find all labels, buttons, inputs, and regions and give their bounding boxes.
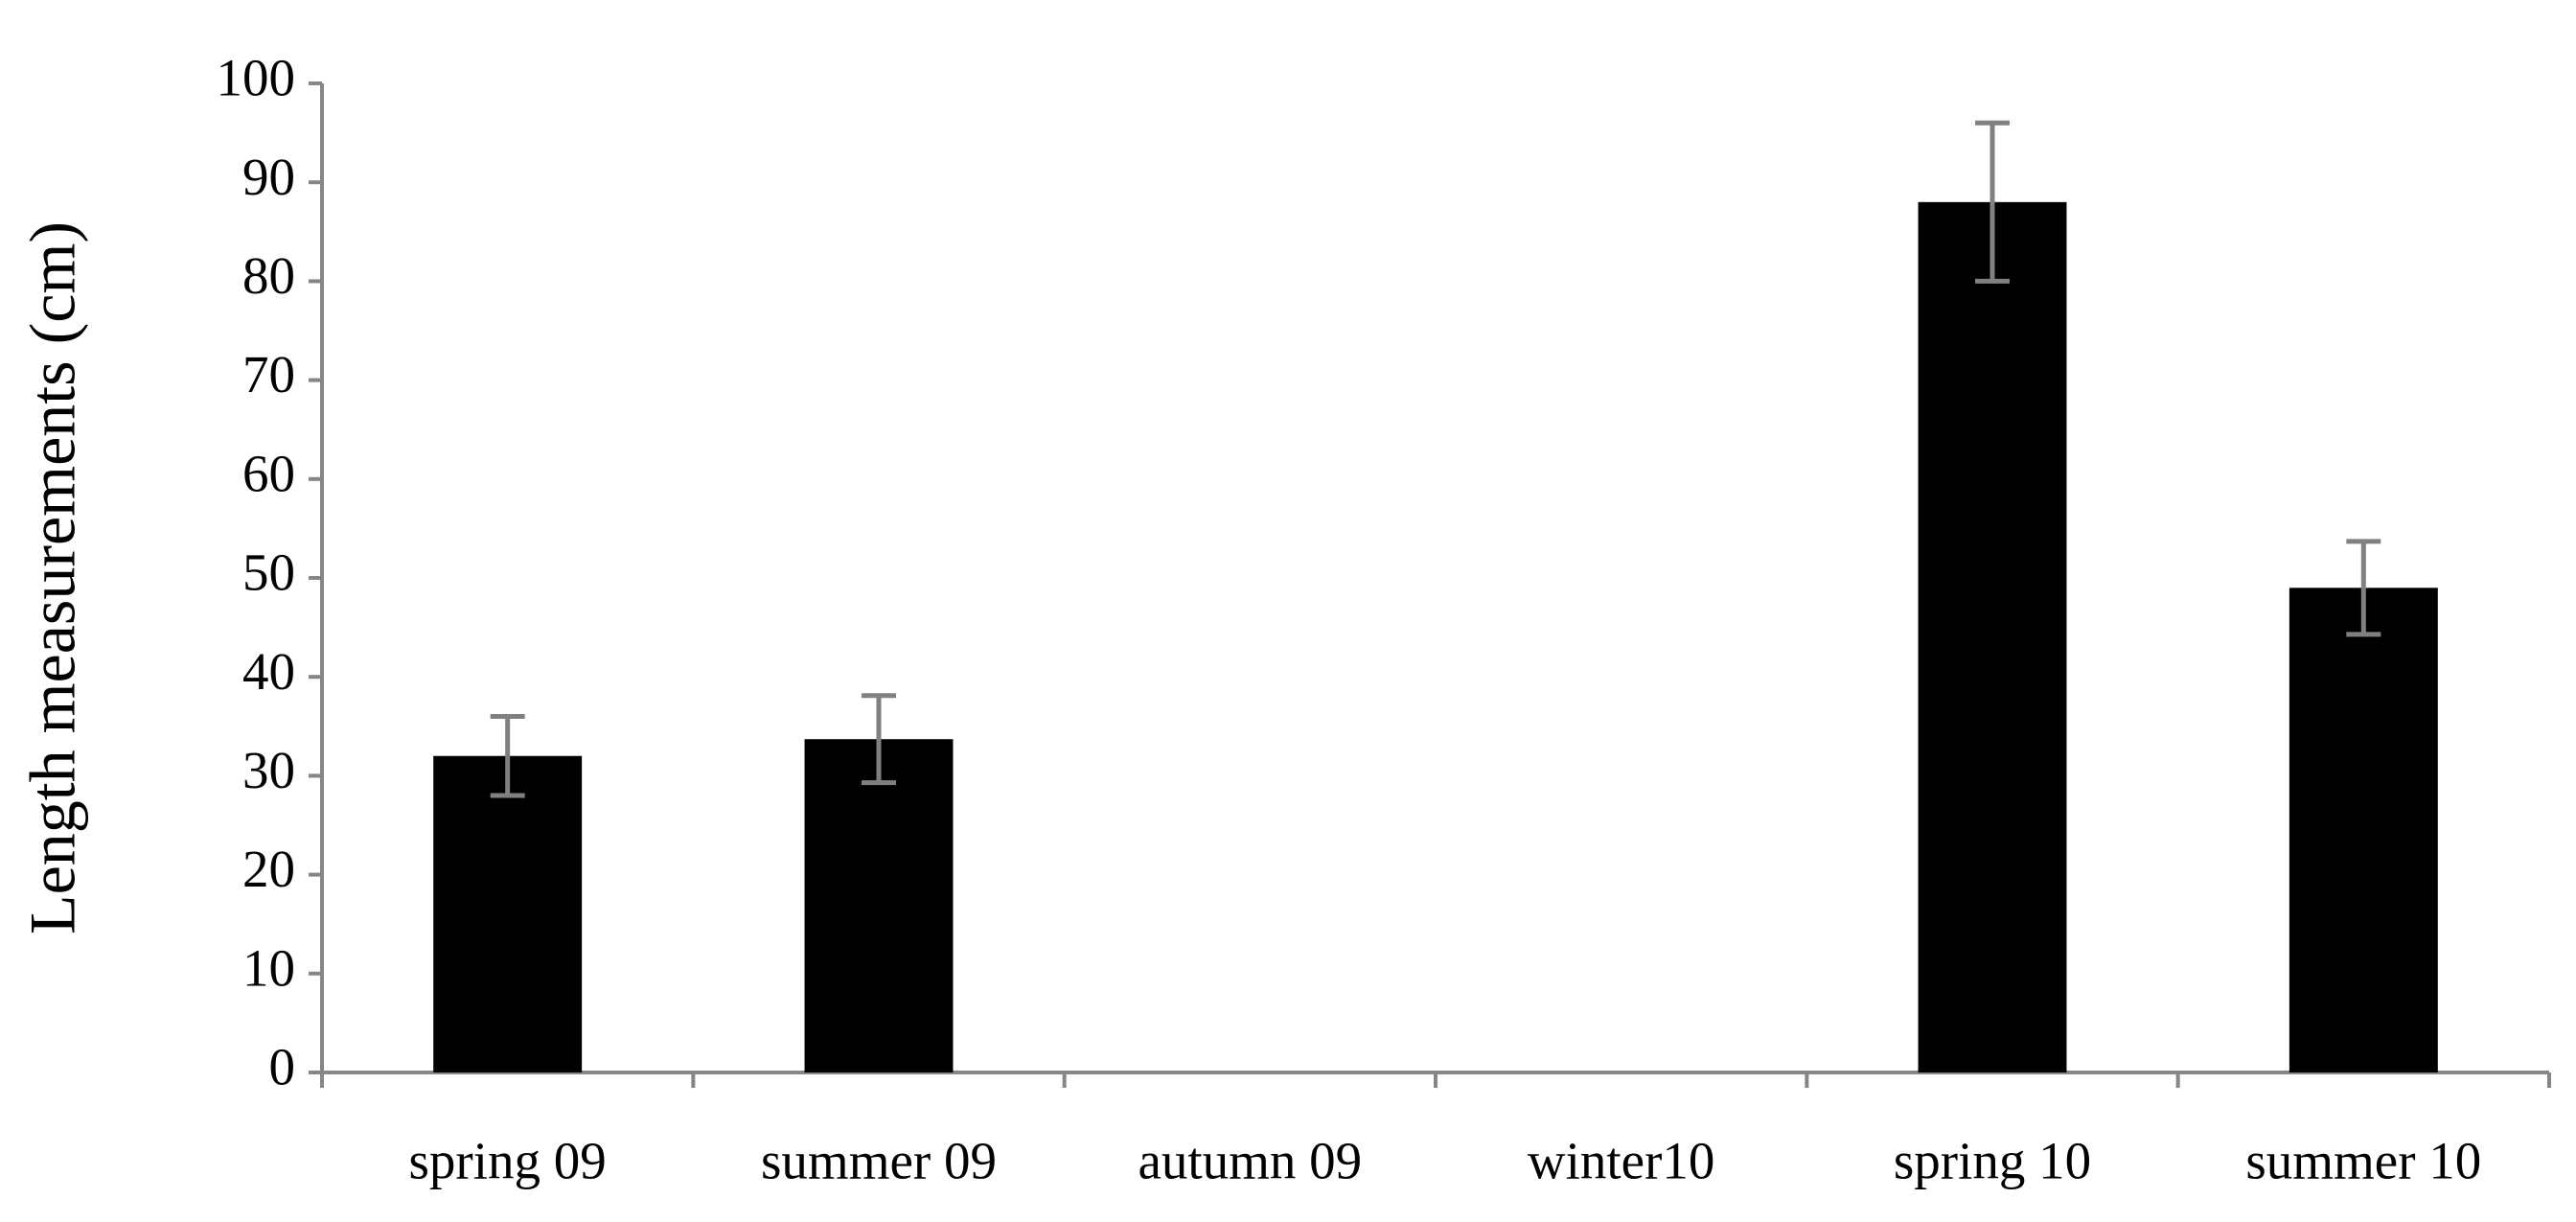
y-tick-label: 70 [242,345,295,403]
y-tick-label: 60 [242,444,295,502]
bar [2288,588,2438,1072]
y-tick-label: 80 [242,246,295,305]
x-tick-label: winter10 [1528,1132,1715,1190]
error-bar [1975,120,2010,284]
y-tick-label: 10 [242,938,295,997]
y-axis-title: Length measurements (cm) [16,221,89,934]
x-tick-label: spring 09 [409,1132,607,1190]
error-bar [2346,539,2381,637]
y-tick-label: 30 [242,741,295,799]
x-tick-label: summer 10 [2245,1132,2481,1190]
y-tick-label: 40 [242,642,295,701]
bar [804,739,954,1072]
x-tick-label: summer 09 [761,1132,997,1190]
bar [1918,201,2067,1073]
y-tick-label: 20 [242,840,295,898]
bar [433,755,583,1072]
y-tick-label: 100 [217,49,296,107]
x-tick-label: autumn 09 [1138,1132,1362,1190]
error-bar [862,693,896,786]
y-tick-label: 50 [242,543,295,602]
y-tick-label: 0 [269,1038,296,1096]
y-tick-label: 90 [242,148,295,206]
error-bar [490,713,525,798]
x-tick-label: spring 10 [1894,1132,2091,1190]
